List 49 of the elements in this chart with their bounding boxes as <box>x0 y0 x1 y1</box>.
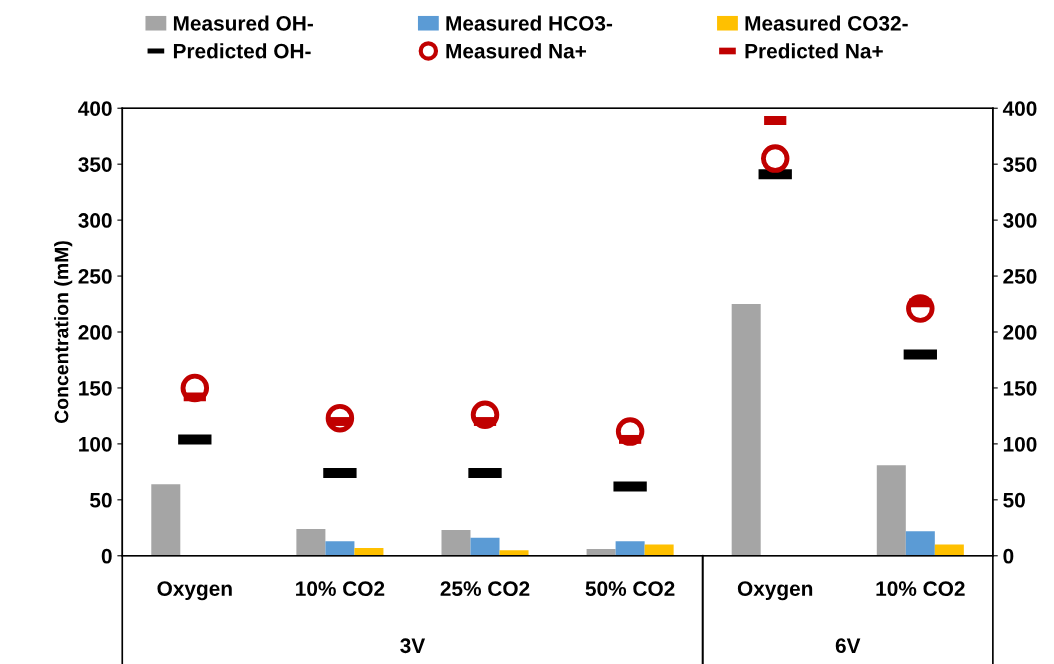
bar <box>325 541 355 556</box>
bar <box>441 530 471 556</box>
y2-tick-label: 350 <box>1003 157 1037 172</box>
bar <box>615 541 645 556</box>
y2-tick-label: 150 <box>1003 380 1037 396</box>
point <box>325 403 355 433</box>
legend-label: Predicted OH- <box>173 43 311 59</box>
y-tick-label: 150 <box>79 380 112 396</box>
y-tick-label: 250 <box>78 269 112 284</box>
x-tick-label: 10% CO2 <box>876 581 965 597</box>
point <box>470 400 500 430</box>
y2-tick-label: 400 <box>1002 101 1037 116</box>
y-tick-label: 200 <box>78 325 112 340</box>
y-tick-label: 400 <box>78 101 112 116</box>
point <box>180 373 210 403</box>
legend-label: Measured OH- <box>173 15 313 31</box>
x-tick-label: 25% CO2 <box>440 581 530 597</box>
point <box>906 294 935 323</box>
y-tick-label: 50 <box>90 492 112 508</box>
x-tick-label: Oxygen <box>157 581 232 601</box>
point <box>760 144 790 173</box>
text: 6V <box>835 638 861 654</box>
y-tick-label: 300 <box>78 213 112 228</box>
legend-label: Predicted Na+ <box>745 43 883 59</box>
bar <box>296 528 326 556</box>
y-tick-label: 100 <box>79 436 112 452</box>
bar <box>876 465 906 556</box>
y2-tick-label: 50 <box>1003 492 1025 508</box>
bar <box>731 304 761 556</box>
x-tick-label: 50% CO2 <box>585 581 675 597</box>
bar <box>151 484 181 556</box>
point <box>615 417 645 446</box>
x-tick-label: Oxygen <box>737 581 813 601</box>
legend-label: Measured HCO3- <box>446 15 613 31</box>
y-tick-label: 0 <box>101 548 112 564</box>
x-tick-label: 10% CO2 <box>296 581 385 597</box>
y2-tick-label: 100 <box>1003 436 1037 452</box>
bar <box>470 537 500 556</box>
text: 3V <box>400 638 426 654</box>
legend-label: Measured Na+ <box>446 43 587 59</box>
y2-tick-label: 0 <box>1003 548 1014 564</box>
y-tick-label: 350 <box>78 157 112 172</box>
legend-label: Measured CO32- <box>745 15 908 31</box>
y2-tick-label: 200 <box>1003 325 1037 340</box>
y2-tick-label: 250 <box>1003 269 1037 284</box>
bar <box>905 531 935 556</box>
y2-tick-label: 300 <box>1003 213 1037 228</box>
y-axis-title: Concentration (mM) <box>54 241 73 424</box>
bar <box>499 550 529 556</box>
